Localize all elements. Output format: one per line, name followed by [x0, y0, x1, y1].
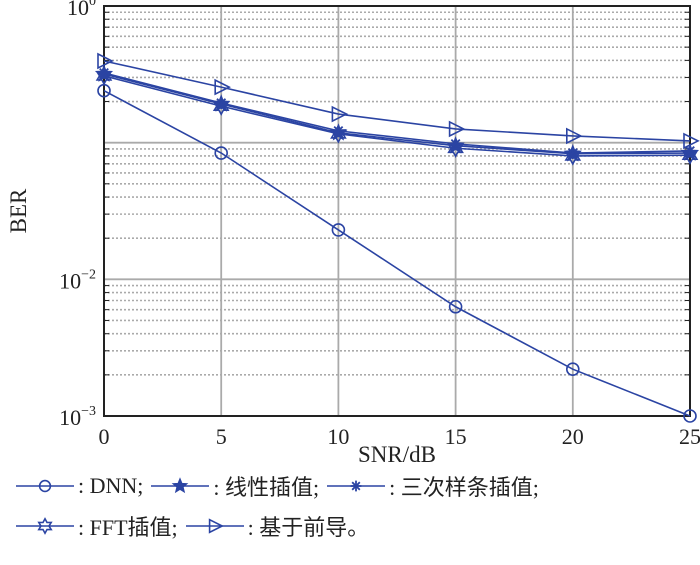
marker-triangle: [331, 105, 349, 123]
marker-hexagram: [37, 517, 53, 535]
marker-triangle: [683, 132, 700, 150]
asterisk-stroke: [351, 481, 361, 491]
legend-item-preamble: : 基于前导。: [184, 510, 370, 542]
y-tick-label: 10−3: [59, 404, 96, 430]
marker-triangle: [97, 52, 114, 70]
y-tick-base: 10: [59, 268, 81, 293]
series-line: [103, 89, 691, 417]
legend-item-cubic: : 三次样条插值;: [325, 470, 539, 502]
asterisk-stroke: [685, 146, 695, 156]
series-triangle-right: [97, 52, 700, 150]
marker-hexagram: [95, 66, 113, 86]
marker-hexagram: [681, 145, 699, 165]
y-tick-base: 10: [59, 405, 81, 430]
asterisk-stroke: [450, 138, 461, 149]
legend-item-dnn: : DNN;: [14, 473, 143, 499]
series-line: [103, 72, 691, 154]
series-line: [103, 60, 691, 142]
legend-marker-triangle-icon: [185, 518, 244, 534]
legend-row-1: : DNN; : 线性插值; : 三次样条插值;: [14, 470, 545, 502]
legend-marker-circle-icon: [16, 479, 74, 493]
marker-triangle: [448, 120, 466, 138]
marker-triangle: [214, 78, 231, 96]
marker-hexagram: [212, 96, 230, 116]
series-asterisk: [98, 66, 696, 160]
y-tick-exponent: −2: [81, 267, 96, 282]
legend-label: : 三次样条插值;: [389, 475, 539, 500]
marker-triangle: [565, 127, 583, 145]
x-tick-label: 25: [679, 424, 700, 449]
y-axis-label: BER: [6, 188, 31, 233]
x-axis-label: SNR/dB: [358, 442, 436, 467]
x-tick-label: 20: [562, 424, 584, 449]
y-tick-label: 10−2: [59, 267, 96, 293]
legend-marker-asterisk-icon: [327, 480, 386, 492]
legend-label: : 基于前导。: [247, 515, 370, 540]
legend-row-2: : FFT插值; : 基于前导。: [14, 510, 375, 542]
marker-circle: [214, 146, 228, 160]
y-tick-exponent: −3: [81, 404, 96, 419]
asterisk-stroke: [99, 68, 109, 78]
x-tick-label: 15: [445, 424, 467, 449]
marker-circle: [331, 223, 346, 237]
marker-circle: [38, 479, 52, 493]
series-line: [103, 75, 691, 157]
x-tick-label: 0: [99, 424, 110, 449]
y-tick-label: 100: [67, 0, 96, 20]
legend-marker-pentagram-icon: [151, 477, 210, 494]
x-tick-label: 5: [216, 424, 227, 449]
marker-hexagram: [447, 138, 464, 158]
axes-box: [103, 5, 691, 417]
y-tick-base: 10: [67, 0, 89, 20]
x-tick-label: 10: [327, 424, 349, 449]
legend-label: : FFT插值;: [78, 515, 178, 540]
series-hexagram: [95, 66, 699, 166]
legend-item-linear: : 线性插值;: [149, 470, 319, 502]
marker-hexagram: [330, 124, 347, 144]
legend-label: : 线性插值;: [213, 475, 320, 500]
marker-circle: [683, 409, 697, 423]
marker-hexagram: [564, 146, 582, 166]
marker-circle: [448, 299, 463, 314]
legend-marker-hexagram-icon: [16, 517, 74, 535]
marker-asterisk: [350, 480, 362, 492]
marker-pentagram: [172, 477, 189, 494]
y-tick-exponent: 0: [89, 0, 96, 9]
legend-item-fft: : FFT插值;: [14, 510, 178, 542]
series-circle: [97, 83, 697, 423]
marker-triangle: [208, 518, 224, 534]
legend-label: : DNN;: [78, 473, 144, 498]
marker-circle: [565, 362, 580, 377]
series-line: [103, 73, 691, 155]
